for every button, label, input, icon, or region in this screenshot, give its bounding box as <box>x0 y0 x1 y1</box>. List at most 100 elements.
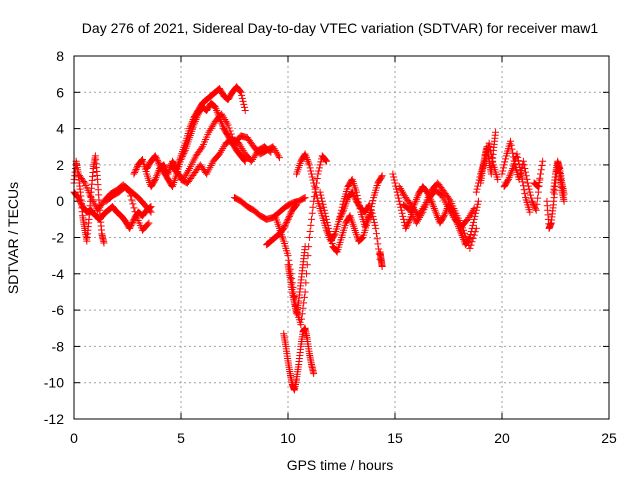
data-point-1767 <box>507 168 515 176</box>
data-point-759 <box>237 143 245 151</box>
data-point-700 <box>273 150 281 158</box>
data-point-640 <box>209 121 217 129</box>
data-point-337 <box>153 170 161 178</box>
data-point-527 <box>190 121 198 129</box>
data-point-1702 <box>498 170 506 178</box>
data-point-1312 <box>336 214 344 222</box>
data-point-1576 <box>416 214 424 222</box>
data-point-303 <box>147 208 155 216</box>
data-point-1886 <box>560 190 568 198</box>
data-point-1131 <box>311 185 319 193</box>
data-point-1386 <box>402 223 410 231</box>
data-point-1629 <box>473 185 481 193</box>
data-point-1117 <box>301 150 309 158</box>
data-point-315 <box>138 156 146 164</box>
data-point-922 <box>288 279 296 287</box>
data-point-1158 <box>330 231 338 239</box>
data-point-1118 <box>302 152 310 160</box>
data-point-1301 <box>370 215 378 223</box>
data-point-1228 <box>318 194 326 202</box>
data-point-1646 <box>485 139 493 147</box>
data-point-1630 <box>474 182 482 190</box>
data-point-880 <box>280 223 288 231</box>
data-point-1628 <box>472 188 480 196</box>
data-point-259 <box>144 220 152 228</box>
data-point-881 <box>281 221 289 229</box>
data-point-921 <box>288 274 296 282</box>
data-point-1367 <box>389 170 397 178</box>
data-point-1298 <box>367 206 375 214</box>
data-point-1299 <box>368 209 376 217</box>
data-point-1427 <box>432 208 440 216</box>
data-point-1224 <box>377 173 385 181</box>
data-point-957 <box>313 175 321 183</box>
data-point-1578 <box>418 210 426 218</box>
data-point-1430 <box>434 214 442 222</box>
x-tick-label-1: 5 <box>177 430 185 446</box>
data-point-456 <box>238 94 246 102</box>
data-point-1803 <box>537 170 545 178</box>
data-point-1331 <box>350 191 358 199</box>
data-point-1305 <box>372 230 380 238</box>
data-point-1559 <box>471 228 479 236</box>
data-point-453 <box>236 87 244 95</box>
data-point-1379 <box>397 206 405 214</box>
data-point-696 <box>269 143 277 151</box>
data-point-651 <box>221 116 229 124</box>
data-point-1127 <box>308 173 316 181</box>
data-point-885 <box>284 215 292 223</box>
data-point-617 <box>184 166 192 174</box>
data-point-165 <box>127 221 135 229</box>
data-point-1401 <box>413 194 421 202</box>
data-point-1779 <box>516 163 524 171</box>
data-point-260 <box>145 219 153 227</box>
data-point-1368 <box>390 173 398 181</box>
data-point-615 <box>182 170 190 178</box>
data-point-94 <box>76 198 84 206</box>
data-point-244 <box>128 196 136 204</box>
data-point-1123 <box>305 161 313 169</box>
data-point-1738 <box>524 179 532 187</box>
data-point-1227 <box>317 191 325 199</box>
data-point-1742 <box>527 191 535 199</box>
y-axis-label: SDTVAR / TECUs <box>5 182 21 294</box>
data-point-1577 <box>417 212 425 220</box>
data-point-701 <box>274 152 282 160</box>
data-point-1555 <box>467 241 475 249</box>
data-point-1129 <box>310 179 318 187</box>
data-point-308 <box>133 164 141 172</box>
data-point-883 <box>283 218 291 226</box>
data-point-786 <box>266 147 274 155</box>
data-point-1124 <box>306 164 314 172</box>
data-point-1768 <box>508 166 516 174</box>
plot-frame <box>73 55 610 420</box>
data-point-1550 <box>462 232 470 240</box>
data-point-614 <box>181 172 189 180</box>
data-point-1488 <box>395 183 403 191</box>
data-point-1120 <box>303 155 311 163</box>
data-point-1749 <box>532 205 540 213</box>
data-point-1703 <box>499 167 507 175</box>
data-point-1476 <box>467 230 475 238</box>
data-point-740 <box>217 148 225 156</box>
data-point-657 <box>227 130 235 138</box>
data-point-529 <box>191 117 199 125</box>
data-point-1119 <box>303 154 311 162</box>
data-point-1802 <box>536 174 544 182</box>
data-point-1314 <box>338 211 345 219</box>
data-point-1549 <box>461 229 469 237</box>
data-point-1558 <box>470 231 478 239</box>
data-point-649 <box>219 112 227 120</box>
data-point-770 <box>249 155 257 163</box>
data-point-1303 <box>371 221 379 229</box>
data-point-650 <box>220 114 228 122</box>
data-point-1777 <box>514 157 522 165</box>
data-point-307 <box>132 165 140 173</box>
data-point-1243 <box>328 240 336 248</box>
data-point-1556 <box>468 238 476 246</box>
data-point-1389 <box>405 218 413 226</box>
data-point-1744 <box>528 197 536 205</box>
data-point-947 <box>306 227 314 235</box>
data-point-939 <box>300 293 308 301</box>
data-point-1424 <box>430 203 438 211</box>
